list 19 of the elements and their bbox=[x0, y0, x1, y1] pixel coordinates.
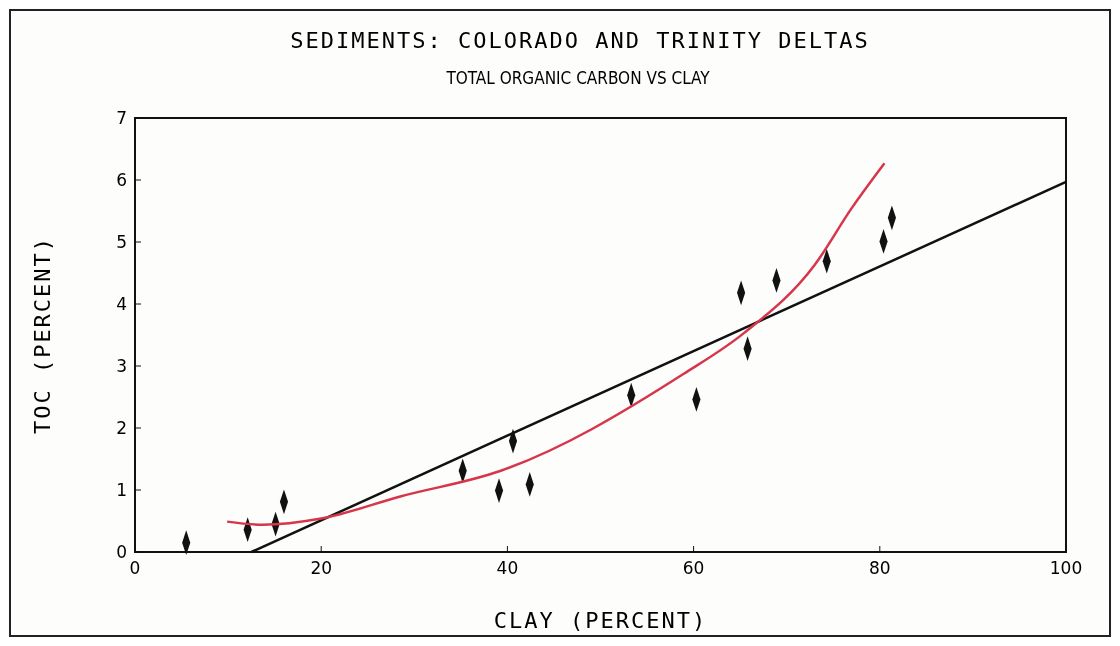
x-tick-label: 0 bbox=[129, 558, 141, 578]
y-axis-title: TOC (PERCENT) bbox=[30, 235, 55, 435]
x-tick-label: 20 bbox=[310, 558, 333, 578]
y-tick-label: 4 bbox=[116, 294, 127, 314]
y-tick-label: 0 bbox=[116, 542, 127, 562]
line-series bbox=[225, 162, 886, 526]
y-tick-label: 1 bbox=[116, 480, 127, 500]
x-tick-label: 100 bbox=[1049, 558, 1083, 578]
x-tick-label: 80 bbox=[868, 558, 891, 578]
x-tick-label: 60 bbox=[682, 558, 705, 578]
y-tick-label: 7 bbox=[116, 108, 127, 128]
y-tick-label: 6 bbox=[116, 170, 127, 190]
y-tick-label: 2 bbox=[116, 418, 127, 438]
x-axis-title: CLAY (PERCENT) bbox=[493, 608, 708, 633]
y-tick-label: 5 bbox=[116, 232, 127, 252]
x-tick-label: 40 bbox=[496, 558, 519, 578]
y-tick-label: 3 bbox=[116, 356, 127, 376]
chart-subtitle: TOTAL ORGANIC CARBON VS CLAY bbox=[445, 68, 711, 88]
chart-title: SEDIMENTS: COLORADO AND TRINITY DELTAS bbox=[290, 28, 870, 53]
